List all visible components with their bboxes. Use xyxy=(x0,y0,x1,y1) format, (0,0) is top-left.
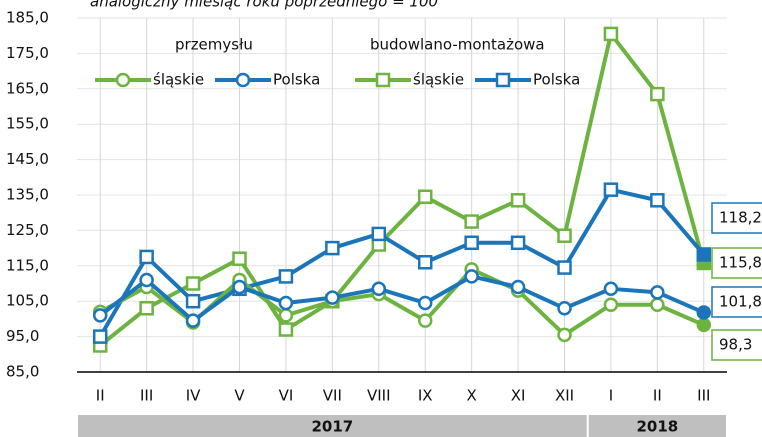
legend-label: śląskie xyxy=(153,71,204,89)
value-label-box xyxy=(711,329,762,361)
y-tick-label: 135,0 xyxy=(6,186,49,204)
line xyxy=(98,31,706,348)
point xyxy=(650,193,665,208)
point xyxy=(278,269,294,284)
point xyxy=(650,86,665,102)
y-tick-label: 85,0 xyxy=(6,363,39,381)
point xyxy=(185,313,201,328)
y-tick-label: 145,0 xyxy=(6,150,49,168)
point xyxy=(650,285,665,300)
legend-marker xyxy=(235,72,251,88)
legend-marker xyxy=(495,72,511,88)
legend-marker xyxy=(115,72,131,88)
point xyxy=(185,293,201,309)
year-band xyxy=(78,415,587,437)
point xyxy=(417,295,433,311)
point xyxy=(510,193,526,208)
y-tick-label: 105,0 xyxy=(6,292,49,310)
point xyxy=(139,272,154,288)
point xyxy=(92,308,108,323)
point xyxy=(232,279,247,295)
point xyxy=(371,281,387,297)
line xyxy=(99,274,705,323)
legend-label: Polska xyxy=(533,71,580,89)
legend-group-title: budowlano-montażowa xyxy=(370,36,545,54)
point xyxy=(371,226,387,242)
point xyxy=(278,322,294,337)
x-tick-label: III xyxy=(140,387,153,405)
x-tick-label: V xyxy=(234,387,245,405)
x-tick-label: II xyxy=(653,387,662,405)
point xyxy=(464,235,479,251)
point xyxy=(278,295,294,311)
y-tick-label: 125,0 xyxy=(6,221,49,239)
value-label-box xyxy=(711,202,762,234)
point xyxy=(696,247,712,262)
point xyxy=(417,313,433,328)
value-label: 115,8 xyxy=(719,254,762,272)
legend-group-title: przemysłu xyxy=(175,36,253,54)
legend-label: śląskie xyxy=(413,71,464,89)
x-tick-label: I xyxy=(609,387,613,405)
value-label: 98,3 xyxy=(719,336,752,354)
year-label: 2017 xyxy=(311,418,353,436)
y-tick-label: 95,0 xyxy=(6,327,39,345)
point xyxy=(696,305,712,320)
point xyxy=(278,308,294,323)
y-tick-label: 155,0 xyxy=(6,115,49,133)
x-tick-label: IV xyxy=(186,387,201,405)
point xyxy=(417,255,433,270)
legend-marker xyxy=(375,72,391,88)
point xyxy=(603,26,619,42)
point xyxy=(557,327,572,343)
point xyxy=(139,301,154,316)
x-tick-label: XI xyxy=(511,387,526,405)
x-tick-label: X xyxy=(467,387,477,405)
point xyxy=(603,182,619,197)
point xyxy=(650,297,665,312)
point xyxy=(557,228,572,243)
point xyxy=(557,260,572,275)
y-tick-label: 115,0 xyxy=(6,256,49,274)
x-tick-label: VIII xyxy=(367,387,391,405)
point xyxy=(464,214,479,229)
y-tick-label: 185,0 xyxy=(6,9,49,27)
chart-title: analogiczny miesiąc roku poprzedniego = … xyxy=(90,0,438,11)
point xyxy=(139,249,154,265)
point xyxy=(92,329,108,344)
x-tick-label: XII xyxy=(555,387,574,405)
x-tick-label: II xyxy=(96,387,105,405)
point xyxy=(232,251,247,266)
legend-label: Polska xyxy=(273,71,320,89)
point xyxy=(557,301,572,316)
point xyxy=(185,276,201,291)
point xyxy=(325,240,340,256)
x-tick-label: IX xyxy=(418,387,433,405)
value-label: 118,2 xyxy=(719,209,762,227)
point xyxy=(603,297,619,312)
y-tick-label: 175,0 xyxy=(6,44,49,62)
point xyxy=(325,290,340,305)
y-tick-label: 165,0 xyxy=(6,79,49,97)
value-label: 101,8 xyxy=(719,293,762,311)
x-tick-label: VI xyxy=(279,387,294,405)
x-tick-label: III xyxy=(697,387,710,405)
point xyxy=(603,281,619,297)
line xyxy=(98,187,706,338)
point xyxy=(510,235,526,251)
value-label-box xyxy=(711,286,762,318)
point xyxy=(417,189,433,205)
value-label-box xyxy=(711,247,762,279)
point xyxy=(696,317,712,333)
x-tick-label: VII xyxy=(323,387,342,405)
year-label: 2018 xyxy=(636,418,678,436)
point xyxy=(464,269,479,284)
point xyxy=(510,279,526,295)
year-band xyxy=(588,415,726,437)
